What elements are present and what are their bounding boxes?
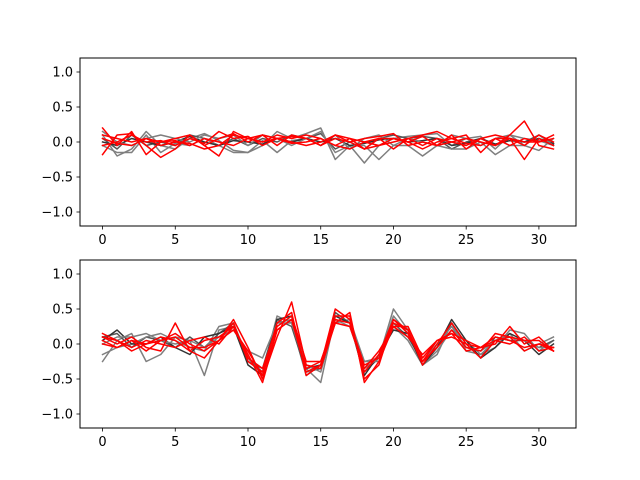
bottom-x-tick-label: 20 xyxy=(385,435,402,450)
bottom-x-tick-label: 30 xyxy=(531,435,548,450)
bottom-x-tick-label: 25 xyxy=(458,435,475,450)
top-x-tick-label: 30 xyxy=(531,233,548,248)
bottom-y-tick-label: 0.0 xyxy=(52,338,73,353)
top-x-ticks: 0 5 10 15 20 25 30 xyxy=(98,226,547,248)
top-x-tick-label: 5 xyxy=(171,233,179,248)
top-x-tick-label: 25 xyxy=(458,233,475,248)
bottom-y-ticks: −1.0 −0.5 0.0 0.5 1.0 xyxy=(41,268,80,423)
top-y-tick-label: −0.5 xyxy=(41,171,73,186)
top-series-line-5 xyxy=(101,126,555,161)
top-y-tick-label: −1.0 xyxy=(41,206,73,221)
top-x-tick-label: 15 xyxy=(312,233,329,248)
bottom-x-tick-label: 15 xyxy=(312,435,329,450)
bottom-x-tick-label: 5 xyxy=(171,435,179,450)
bottom-series-line-9 xyxy=(101,318,555,377)
top-y-tick-label: 0.0 xyxy=(52,136,73,151)
top-y-tick-label: 0.5 xyxy=(52,101,73,116)
top-y-tick-label: 1.0 xyxy=(52,66,73,81)
top-x-tick-label: 0 xyxy=(98,233,106,248)
bottom-series-group xyxy=(101,301,555,384)
bottom-axes-frame xyxy=(79,259,577,429)
bottom-x-tick-label: 10 xyxy=(240,435,257,450)
top-axes-frame xyxy=(79,57,577,227)
top-series-line-8 xyxy=(101,130,555,150)
top-x-tick-label: 10 xyxy=(240,233,257,248)
top-series-group xyxy=(101,120,555,164)
bottom-x-ticks: 0 5 10 15 20 25 30 xyxy=(98,428,547,450)
bottom-y-tick-label: 0.5 xyxy=(52,303,73,318)
top-series-line-9 xyxy=(101,135,555,150)
top-y-ticks: −1.0 −0.5 0.0 0.5 1.0 xyxy=(41,66,80,221)
bottom-y-tick-label: −1.0 xyxy=(41,408,73,423)
bottom-y-tick-label: 1.0 xyxy=(52,268,73,283)
bottom-x-tick-label: 0 xyxy=(98,435,106,450)
bottom-y-tick-label: −0.5 xyxy=(41,373,73,388)
bottom-series-line-6 xyxy=(101,308,555,384)
bottom-subplot: 0 5 10 15 20 25 30 −1.0 −0.5 0.0 0.5 1.0 xyxy=(41,259,577,450)
top-subplot: 0 5 10 15 20 25 30 −1.0 −0.5 0.0 0.5 1.0 xyxy=(41,57,577,248)
top-x-tick-label: 20 xyxy=(385,233,402,248)
